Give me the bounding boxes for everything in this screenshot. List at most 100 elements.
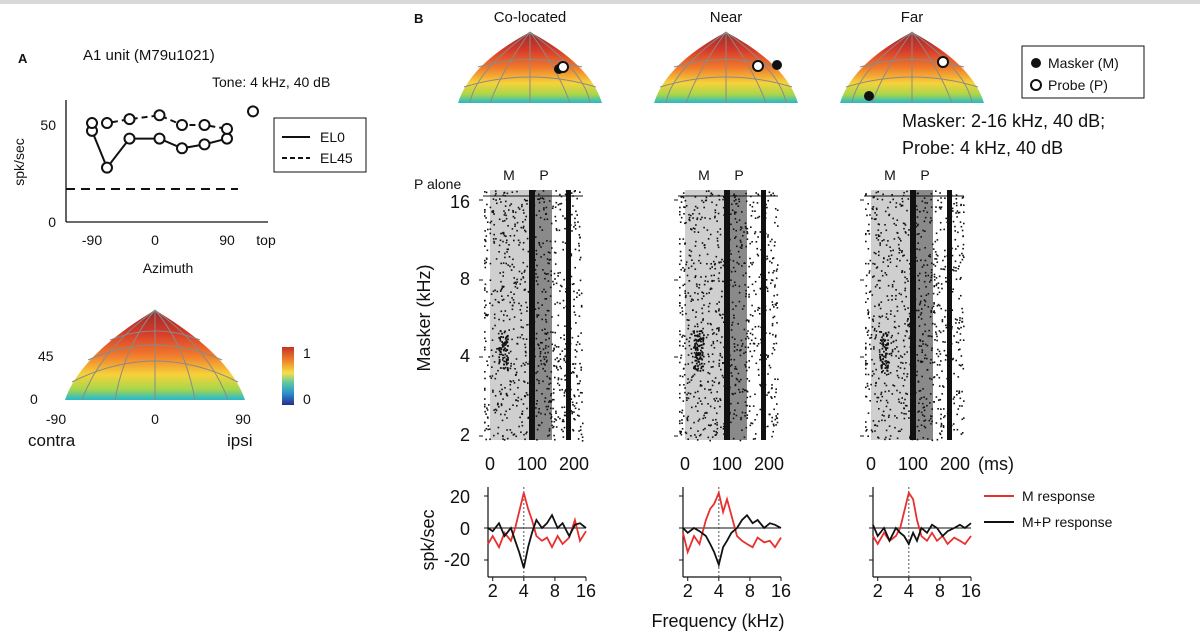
spike-dot [541, 291, 544, 293]
spike-dot [501, 341, 503, 343]
spike-dot [681, 419, 683, 421]
spike-dot [935, 396, 938, 398]
spike-dot [557, 314, 560, 317]
spike-dot [896, 374, 899, 377]
spike-dot [929, 335, 931, 337]
spike-dot [508, 408, 511, 410]
spike-dot [761, 412, 764, 415]
spike-dot [744, 412, 747, 414]
spike-dot [962, 196, 965, 198]
spike-dot [524, 229, 526, 232]
spike-dot [745, 426, 748, 429]
spike-dot [485, 438, 487, 441]
spike-dot [716, 231, 719, 233]
spike-dot [533, 373, 535, 376]
spike-dot [961, 258, 964, 261]
spike-dot [709, 439, 711, 442]
spike-dot [696, 334, 699, 337]
spike-dot [500, 384, 502, 386]
spike-dot [960, 203, 962, 206]
spike-dot [747, 286, 750, 288]
spike-dot [716, 424, 718, 426]
spike-dot [578, 249, 580, 252]
spike-dot [944, 249, 946, 252]
spike-dot [524, 395, 526, 397]
spike-dot [882, 334, 885, 337]
spike-dot [877, 437, 880, 439]
spike-dot [919, 340, 922, 342]
spike-dot [887, 240, 889, 242]
spike-dot [962, 247, 964, 250]
spike-dot [865, 386, 867, 389]
spike-dot [681, 336, 683, 338]
spike-dot [699, 344, 701, 347]
spike-dot [681, 195, 684, 198]
spike-dot [686, 417, 688, 419]
spike-dot [936, 374, 938, 376]
spike-dot [718, 301, 720, 303]
spike-dot [694, 325, 696, 328]
spike-dot [764, 384, 767, 386]
spike-dot [484, 289, 486, 291]
spike-dot [916, 260, 918, 262]
spike-dot [528, 394, 531, 396]
spike-dot [735, 235, 737, 238]
spike-dot [880, 339, 882, 341]
spike-dot [499, 350, 502, 353]
spike-dot [944, 255, 946, 258]
spike-dot [744, 351, 747, 353]
spike-dot [878, 254, 880, 257]
spike-dot [497, 301, 500, 303]
spike-dot [555, 201, 558, 204]
spike-dot [957, 376, 960, 378]
spike-dot [547, 345, 550, 348]
spike-dot [918, 303, 921, 306]
spike-dot [513, 382, 516, 384]
spike-dot [923, 280, 926, 283]
spike-dot [885, 384, 888, 387]
spike-dot [767, 244, 770, 246]
spike-dot [503, 219, 506, 222]
spike-dot [752, 261, 754, 264]
spike-dot [760, 354, 762, 356]
spike-dot [554, 303, 556, 305]
spike-dot [573, 371, 575, 374]
spike-dot [558, 229, 561, 232]
spike-dot [729, 259, 731, 261]
spike-dot [547, 310, 550, 312]
spike-dot [718, 262, 721, 264]
spike-dot [929, 362, 932, 364]
spike-dot [936, 305, 939, 307]
raster-x-tick: 100 [517, 454, 547, 474]
spike-dot [904, 276, 906, 279]
spike-dot [705, 292, 708, 295]
spike-dot [923, 415, 926, 417]
spike-dot [686, 319, 689, 321]
spike-dot [871, 370, 874, 373]
raster-x-tick: 200 [559, 454, 589, 474]
spike-dot [910, 364, 912, 367]
spike-dot [497, 426, 500, 429]
spike-dot [901, 356, 904, 358]
spike-dot [501, 287, 503, 290]
spike-dot [910, 325, 913, 328]
spike-dot [757, 194, 760, 197]
spike-dot [715, 397, 718, 400]
mp-response-line [487, 513, 587, 569]
spike-dot [564, 375, 566, 377]
spike-dot [689, 295, 692, 297]
spike-dot [490, 293, 493, 295]
spike-dot [679, 422, 681, 425]
spike-dot [958, 364, 961, 366]
spike-dot [914, 365, 917, 368]
spike-dot [771, 324, 774, 327]
panel-a-letter: A [18, 51, 28, 66]
spike-dot [936, 339, 938, 342]
spike-dot [684, 296, 687, 299]
spike-dot [948, 408, 950, 410]
spike-dot [488, 404, 490, 406]
spike-dot [940, 422, 943, 425]
spike-dot [716, 412, 718, 415]
spike-dot [745, 245, 747, 248]
spike-dot [758, 307, 761, 310]
